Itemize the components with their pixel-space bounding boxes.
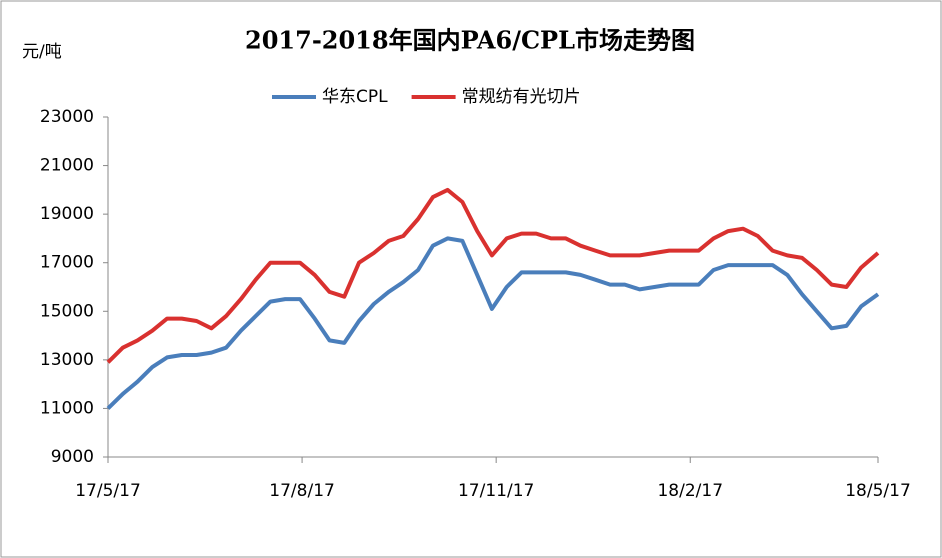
- y-tick-label: 15000: [40, 301, 94, 321]
- x-tick-label: 17/8/17: [269, 481, 335, 501]
- y-tick-label: 19000: [40, 204, 94, 224]
- legend-label: 常规纺有光切片: [462, 87, 581, 107]
- legend-label: 华东CPL: [322, 87, 388, 107]
- x-tick-label: 17/5/17: [75, 481, 141, 501]
- x-tick-label: 17/11/17: [458, 481, 534, 501]
- x-tick-label: 18/5/17: [845, 481, 911, 501]
- y-tick-label: 17000: [40, 253, 94, 273]
- x-tick-label: 18/2/17: [657, 481, 723, 501]
- y-tick-label: 9000: [51, 447, 94, 467]
- y-tick-label: 21000: [40, 156, 94, 176]
- series-line: [106, 187, 880, 364]
- y-tick-label: 11000: [40, 398, 94, 418]
- y-axis-label: 元/吨: [22, 42, 62, 62]
- y-tick-label: 23000: [40, 107, 94, 127]
- series-line: [106, 236, 880, 410]
- chart-title: 2017-2018年国内PA6/CPL市场走势图: [245, 26, 695, 55]
- y-tick-label: 13000: [40, 350, 94, 370]
